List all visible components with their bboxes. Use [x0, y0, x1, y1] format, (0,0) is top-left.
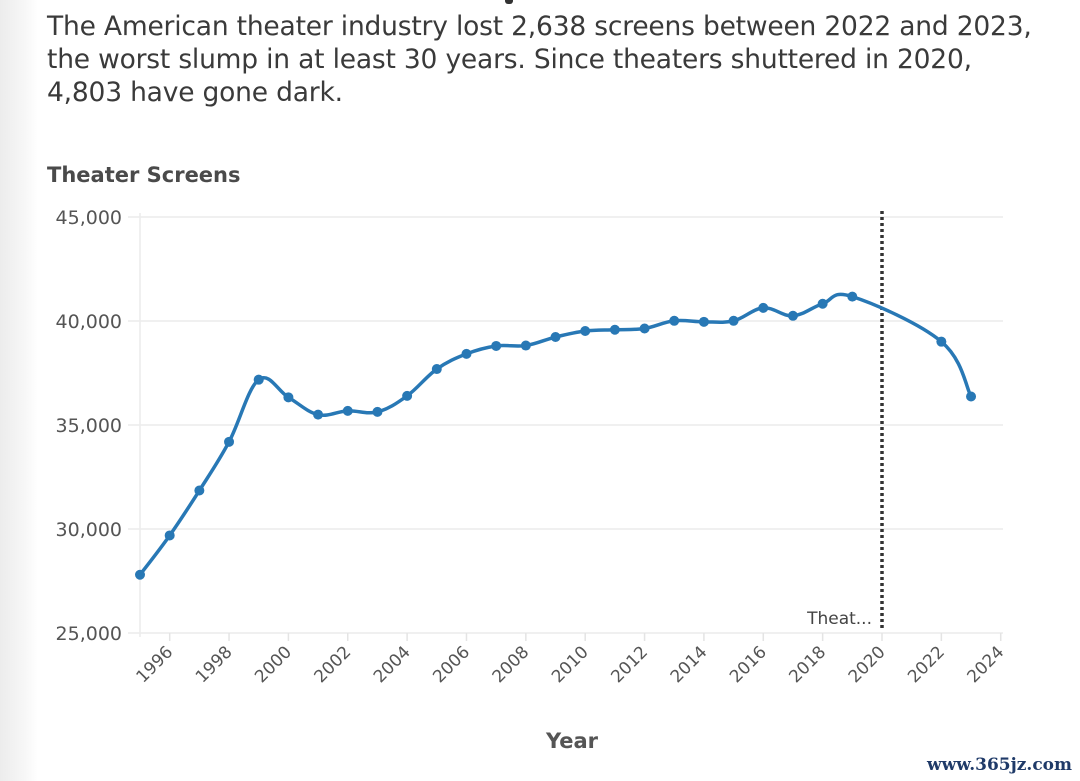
x-tick-label: 1998 — [192, 642, 237, 687]
x-tick-label: 2014 — [667, 642, 712, 687]
y-tick-label: 25,000 — [56, 623, 122, 645]
x-tick-label: 1996 — [132, 642, 177, 687]
y-axis-title: Theater Screens — [47, 163, 241, 187]
x-tick-label: 2020 — [845, 642, 890, 687]
annotation-label: Theat... — [806, 609, 872, 629]
annotations: Theat... — [806, 211, 884, 631]
data-point-1999 — [253, 374, 264, 385]
x-axis: 1996 1998 2000 2002 2004 2006 2008 2010 2012 2014… — [132, 633, 1008, 687]
data-point-2007 — [491, 340, 502, 351]
data-point-2013 — [669, 315, 680, 326]
x-tick-label: 2012 — [607, 642, 652, 687]
data-point-1998 — [224, 436, 235, 447]
data-point-2001 — [313, 409, 324, 420]
y-tick-label: 40,000 — [56, 311, 122, 333]
watermark: www.365jz.com — [927, 755, 1072, 775]
data-point-1997 — [194, 485, 205, 496]
data-point-1996 — [164, 530, 175, 541]
x-tick-label: 2002 — [311, 642, 356, 687]
data-point-2015 — [728, 315, 739, 326]
data-point-1995 — [135, 569, 145, 580]
x-tick-label: 2008 — [489, 642, 534, 687]
chart-headline: The American theater industry lost 2,638… — [47, 11, 1032, 108]
data-point-2002 — [342, 405, 353, 416]
y-tick-label: 30,000 — [56, 519, 122, 541]
y-tick-label: 45,000 — [56, 207, 122, 229]
data-point-2018 — [817, 298, 828, 309]
data-point-2011 — [609, 324, 620, 335]
gridlines — [128, 213, 1003, 637]
data-point-2009 — [550, 332, 561, 343]
data-point-2000 — [283, 392, 294, 403]
data-series — [135, 291, 977, 580]
x-tick-label: 2024 — [964, 642, 1009, 687]
data-point-2017 — [787, 310, 798, 321]
data-point-2006 — [461, 348, 472, 359]
data-point-2008 — [520, 340, 531, 351]
y-tick-label: 35,000 — [56, 415, 122, 437]
data-point-2003 — [372, 406, 383, 417]
data-point-2010 — [580, 325, 591, 336]
data-point-2014 — [698, 316, 709, 327]
x-tick-label: 2022 — [904, 642, 949, 687]
data-point-2004 — [402, 390, 413, 401]
data-point-2022 — [936, 336, 947, 347]
x-tick-label: 2018 — [785, 642, 830, 687]
clipped-text-fragment — [505, 0, 513, 4]
x-tick-label: 2000 — [251, 642, 296, 687]
x-tick-label: 2006 — [429, 642, 474, 687]
data-point-2019 — [847, 291, 858, 302]
x-axis-title: Year — [545, 729, 599, 753]
data-point-2016 — [758, 302, 769, 313]
data-point-2012 — [639, 323, 650, 334]
y-axis-ticks: 25,000 30,000 35,000 40,000 45,000 — [56, 207, 122, 645]
x-tick-label: 2016 — [726, 642, 771, 687]
data-point-2005 — [431, 364, 442, 375]
x-tick-label: 2004 — [370, 642, 415, 687]
x-tick-label: 2010 — [548, 642, 593, 687]
data-point-2023 — [966, 391, 977, 402]
